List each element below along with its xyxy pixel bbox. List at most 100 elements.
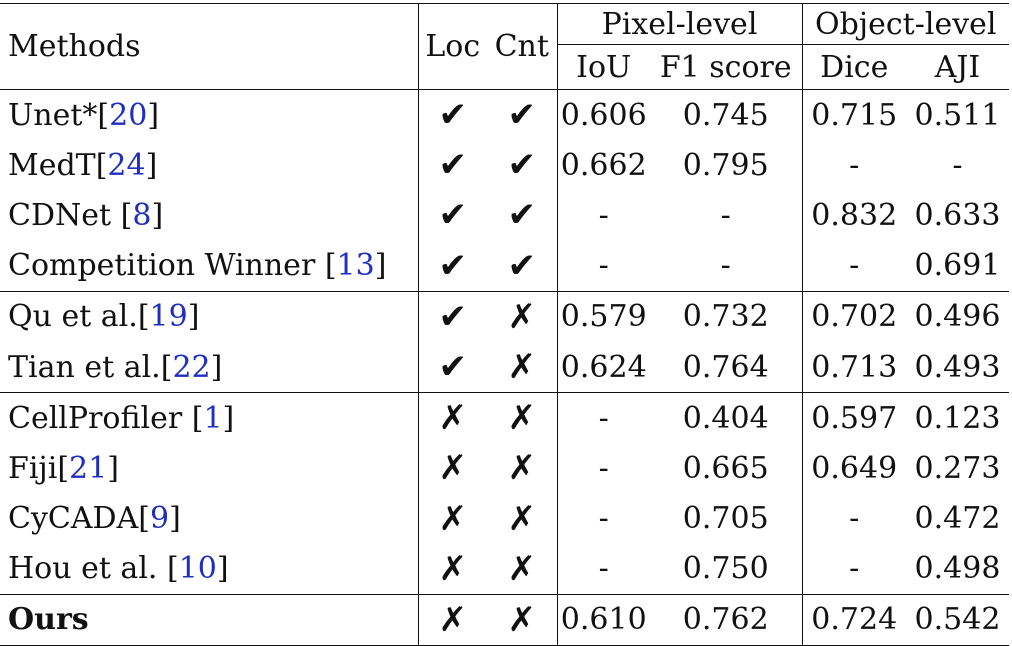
dice-value: 0.715	[801, 89, 906, 141]
citation-link[interactable]: 13	[336, 248, 375, 284]
ref-bracket-close: ]	[216, 551, 229, 587]
header-cnt: Cnt	[487, 3, 557, 90]
aji-value: -	[952, 147, 963, 183]
method-name: CyCADA	[8, 501, 139, 537]
ref-bracket-open: [	[137, 299, 150, 335]
table-row: Unet*[20] ✔ ✔ 0.606 0.745 0.715 0.511	[0, 89, 1009, 141]
aji-value: 0.542	[906, 593, 1009, 646]
cross-icon: ✗	[507, 498, 537, 539]
citation-link[interactable]: 22	[172, 349, 211, 385]
method-cell: CyCADA[9]	[0, 494, 418, 544]
loc-cell: ✗	[417, 593, 487, 646]
header-iou: IoU	[556, 44, 650, 90]
ref-bracket-open: [	[167, 551, 179, 587]
iou-value: -	[556, 543, 650, 595]
f1-value: 0.762	[650, 593, 802, 646]
citation-link[interactable]: 19	[149, 299, 188, 335]
cross-icon: ✗	[507, 548, 537, 589]
ref-spacer	[315, 248, 325, 283]
dice-value: -	[801, 140, 906, 191]
method-cell: Tian et al.[22]	[0, 342, 418, 393]
cnt-cell: ✗	[487, 342, 557, 393]
aji-value: 0.493	[914, 349, 1001, 385]
checkmark-icon: ✔	[507, 245, 537, 286]
iou-value: 0.579	[556, 290, 650, 342]
table-row: Fiji[21] ✗ ✗ -0.665 0.649 0.273	[0, 443, 1009, 494]
citation-link[interactable]: 24	[107, 147, 146, 183]
table-row: Competition Winner [13] ✔ ✔ - - -0.691	[0, 240, 1009, 292]
iou-value: 0.606	[556, 89, 650, 141]
aji-value: 0.472	[914, 501, 1001, 537]
citation-link[interactable]: 9	[149, 501, 170, 537]
header-dice: Dice	[801, 44, 906, 90]
header-methods: Methods	[0, 3, 418, 90]
header-row-1: Methods Loc Cnt Pixel-level Object-level	[0, 3, 1009, 90]
ref-bracket-close: ]	[169, 501, 181, 537]
iou-value: 0.610	[556, 593, 650, 646]
checkmark-icon: ✔	[507, 95, 537, 136]
table-row: Tian et al.[22] ✔ ✗ 0.624 0.764 0.713 0.493	[0, 341, 1009, 393]
method-cell: Unet*[20]	[0, 89, 418, 141]
f1-value: -	[720, 197, 731, 233]
ref-bracket-close: ]	[210, 349, 223, 385]
header-loc: Loc	[417, 3, 487, 90]
f1-value: 0.750	[682, 551, 769, 587]
cross-icon: ✗	[438, 398, 468, 439]
ref-bracket-close: ]	[145, 147, 158, 183]
iou-value: -	[556, 443, 650, 494]
citation-link[interactable]: 1	[203, 400, 223, 436]
ref-bracket-open: [	[95, 147, 108, 183]
cross-icon: ✗	[438, 548, 468, 589]
results-body: Unet*[20] ✔ ✔ 0.606 0.745 0.715 0.511 MedT[24] ✔…	[0, 89, 1009, 646]
dice-value: 0.713	[801, 341, 906, 393]
cnt-cell: ✔	[487, 140, 557, 190]
loc-cell: ✔	[417, 341, 487, 393]
method-cell: CDNet [8]	[0, 190, 418, 240]
cnt-cell: ✔	[487, 190, 557, 240]
aji-value: 0.498	[914, 551, 1001, 587]
loc-cell: ✔	[417, 140, 487, 191]
checkmark-icon: ✔	[438, 95, 468, 136]
aji-value: 0.123	[906, 392, 1009, 444]
cnt-cell: ✗	[487, 443, 557, 493]
cross-icon: ✗	[507, 599, 537, 640]
table-row: Qu et al.[19] ✔ ✗ 0.579 0.732 0.702 0.496	[0, 290, 1009, 342]
checkmark-icon: ✔	[507, 195, 537, 236]
citation-link[interactable]: 20	[109, 97, 148, 133]
iou-value: -	[556, 190, 650, 241]
checkmark-icon: ✔	[438, 145, 468, 186]
checkmark-icon: ✔	[507, 145, 537, 186]
cnt-cell: ✗	[487, 544, 557, 595]
citation-link[interactable]: 8	[132, 197, 152, 233]
ref-bracket-open: [	[191, 400, 204, 436]
checkmark-icon: ✔	[438, 245, 468, 286]
citation-link[interactable]: 21	[69, 450, 108, 486]
checkmark-icon: ✔	[438, 296, 468, 337]
loc-cell: ✗	[417, 543, 487, 595]
ref-spacer	[111, 198, 121, 233]
table-row: CDNet [8] ✔ ✔ - -0.832 0.633	[0, 190, 1009, 241]
header-object-level: Object-level	[801, 3, 1009, 45]
citation-link[interactable]: 10	[178, 551, 217, 587]
ref-bracket-close: ]	[374, 248, 387, 284]
cnt-cell: ✗	[487, 593, 557, 646]
dice-value: 0.649	[801, 443, 906, 494]
cross-icon: ✗	[507, 347, 537, 388]
ref-bracket-open: [	[120, 197, 133, 233]
method-name: MedT	[8, 147, 96, 183]
dice-value: 0.724	[801, 593, 906, 646]
header-aji: AJI	[934, 49, 981, 85]
cnt-cell: ✗	[487, 290, 557, 342]
aji-value: 0.496	[906, 290, 1009, 342]
iou-value: -	[556, 240, 650, 292]
checkmark-icon: ✔	[438, 347, 468, 388]
header-f1: F1 score	[659, 49, 792, 85]
loc-cell: ✗	[417, 493, 487, 544]
f1-value: 0.764	[682, 349, 769, 385]
cnt-cell: ✗	[487, 494, 557, 544]
dice-value: 0.702	[801, 290, 906, 342]
table-row: CellProfiler [1] ✗ ✗ -0.404 0.597 0.123	[0, 392, 1009, 444]
dice-value: 0.832	[801, 190, 906, 241]
method-name: CDNet	[8, 197, 112, 233]
f1-value: 0.705	[682, 501, 769, 537]
